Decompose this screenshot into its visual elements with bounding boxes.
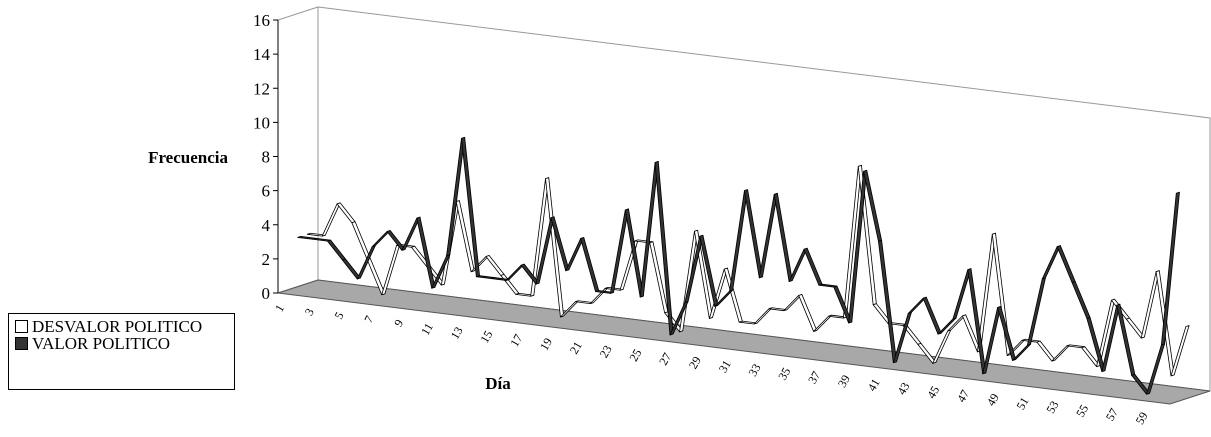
side-wall xyxy=(277,6,319,294)
x-tick-label: 33 xyxy=(745,361,763,378)
x-tick-label: 27 xyxy=(656,350,674,367)
legend: DESVALOR POLITICO VALOR POLITICO xyxy=(8,313,235,390)
x-tick-label: 5 xyxy=(332,309,347,321)
x-tick-label: 9 xyxy=(391,317,406,329)
x-tick-label: 53 xyxy=(1043,398,1061,415)
y-tick-label: 16 xyxy=(253,11,270,30)
y-tick-label: 0 xyxy=(262,284,271,303)
x-tick-label: 3 xyxy=(302,306,317,318)
legend-label-desvalor: DESVALOR POLITICO xyxy=(32,317,203,336)
x-tick-label: 21 xyxy=(567,339,585,356)
x-tick-label: 25 xyxy=(626,347,644,364)
floor-plane xyxy=(277,279,1211,405)
y-tick-label: 4 xyxy=(262,216,271,235)
series-lines xyxy=(297,136,1190,395)
x-tick-label: 15 xyxy=(477,328,495,345)
x-tick-label: 43 xyxy=(894,380,912,397)
y-tick-label: 8 xyxy=(262,148,271,167)
x-tick-label: 35 xyxy=(775,365,793,382)
y-axis-label: Frecuencia xyxy=(148,148,228,167)
series-valor xyxy=(297,136,1180,395)
legend-item-desvalor: DESVALOR POLITICO xyxy=(15,318,228,335)
x-tick-label: 29 xyxy=(686,354,704,371)
x-tick-label: 55 xyxy=(1073,402,1091,419)
x-tick-label: 51 xyxy=(1014,395,1032,412)
x-tick-label: 47 xyxy=(954,387,972,404)
y-tick-label: 6 xyxy=(262,182,271,201)
x-tick-label: 31 xyxy=(716,358,734,375)
x-tick-label: 49 xyxy=(984,391,1002,408)
x-tick-label: 19 xyxy=(537,335,555,352)
x-tick-label: 39 xyxy=(835,372,853,389)
series-segment xyxy=(1160,191,1180,346)
x-tick-label: 45 xyxy=(924,384,942,401)
legend-label-valor: VALOR POLITICO xyxy=(32,334,171,353)
legend-swatch-valor xyxy=(15,337,28,350)
x-tick-label: 57 xyxy=(1103,406,1121,423)
x-tick-label: 7 xyxy=(361,313,376,325)
x-tick-label: 17 xyxy=(507,332,525,349)
x-tick-label: 41 xyxy=(865,376,883,393)
x-tick-label: 11 xyxy=(418,321,436,338)
x-tick-label: 1 xyxy=(272,302,287,314)
x-tick-label: 13 xyxy=(448,324,466,341)
y-tick-label: 12 xyxy=(253,79,270,98)
y-tick-label: 14 xyxy=(253,45,271,64)
y-tick-label: 10 xyxy=(253,113,270,132)
x-tick-label: 59 xyxy=(1133,410,1151,427)
chart-floor xyxy=(277,279,1211,405)
x-tick-label: 23 xyxy=(597,343,615,360)
y-axis: 0 2 4 6 8 10 12 14 16 xyxy=(253,11,279,303)
legend-item-valor: VALOR POLITICO xyxy=(15,335,228,352)
series-segment xyxy=(1170,325,1190,377)
y-tick-label: 2 xyxy=(262,250,271,269)
x-axis-label: Día xyxy=(485,374,511,393)
legend-swatch-desvalor xyxy=(15,320,28,333)
x-tick-label: 37 xyxy=(805,369,823,386)
